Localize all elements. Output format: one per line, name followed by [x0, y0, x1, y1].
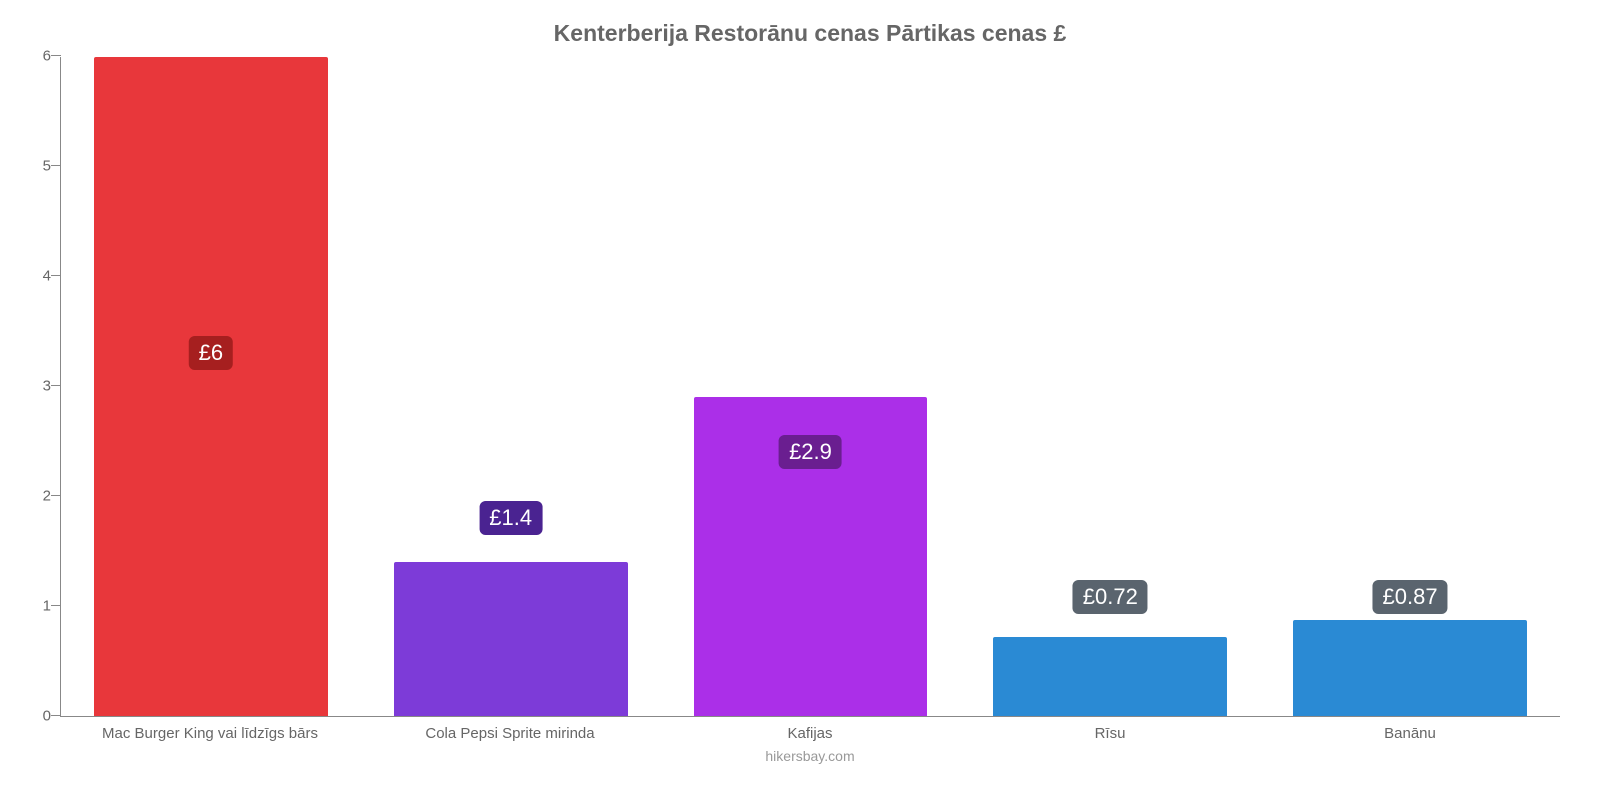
bar-slot: £0.72	[960, 57, 1260, 716]
chart-title: Kenterberija Restorānu cenas Pārtikas ce…	[60, 20, 1560, 47]
x-tick-label: Mac Burger King vai līdzīgs bārs	[60, 725, 360, 742]
value-badge: £1.4	[479, 501, 542, 535]
bar-slot: £6	[61, 57, 361, 716]
y-tick-label: 1	[26, 598, 51, 615]
y-tick-label: 4	[26, 268, 51, 285]
bar	[394, 562, 628, 716]
y-tick-label: 2	[26, 488, 51, 505]
x-tick-label: Kafijas	[660, 725, 960, 742]
value-badge: £0.87	[1373, 580, 1448, 614]
y-tick-label: 6	[26, 48, 51, 65]
bar	[1293, 620, 1527, 716]
y-tick	[51, 715, 61, 716]
x-tick-label: Rīsu	[960, 725, 1260, 742]
y-tick	[51, 55, 61, 56]
y-tick	[51, 605, 61, 606]
value-badge: £2.9	[779, 435, 842, 469]
bar	[94, 57, 328, 716]
x-axis-labels: Mac Burger King vai līdzīgs bārsCola Pep…	[60, 725, 1560, 742]
bar-slot: £0.87	[1260, 57, 1560, 716]
price-chart: Kenterberija Restorānu cenas Pārtikas ce…	[0, 0, 1600, 800]
value-badge: £0.72	[1073, 580, 1148, 614]
y-tick	[51, 385, 61, 386]
y-tick	[51, 275, 61, 276]
bars-row: £6 £1.4 £2.9 £0.72 £0.87	[61, 57, 1560, 716]
bar	[993, 637, 1227, 716]
x-tick-label: Banānu	[1260, 725, 1560, 742]
plot-area: 0123456 £6£1.4£2.9£0.72£0.87	[60, 57, 1560, 717]
y-tick-label: 0	[26, 708, 51, 725]
bar-slot: £1.4	[361, 57, 661, 716]
y-tick	[51, 165, 61, 166]
y-tick	[51, 495, 61, 496]
chart-footer: hikersbay.com	[60, 748, 1560, 764]
x-tick-label: Cola Pepsi Sprite mirinda	[360, 725, 660, 742]
value-badge: £6	[189, 336, 233, 370]
y-tick-label: 5	[26, 158, 51, 175]
bar-slot: £2.9	[661, 57, 961, 716]
y-tick-label: 3	[26, 378, 51, 395]
